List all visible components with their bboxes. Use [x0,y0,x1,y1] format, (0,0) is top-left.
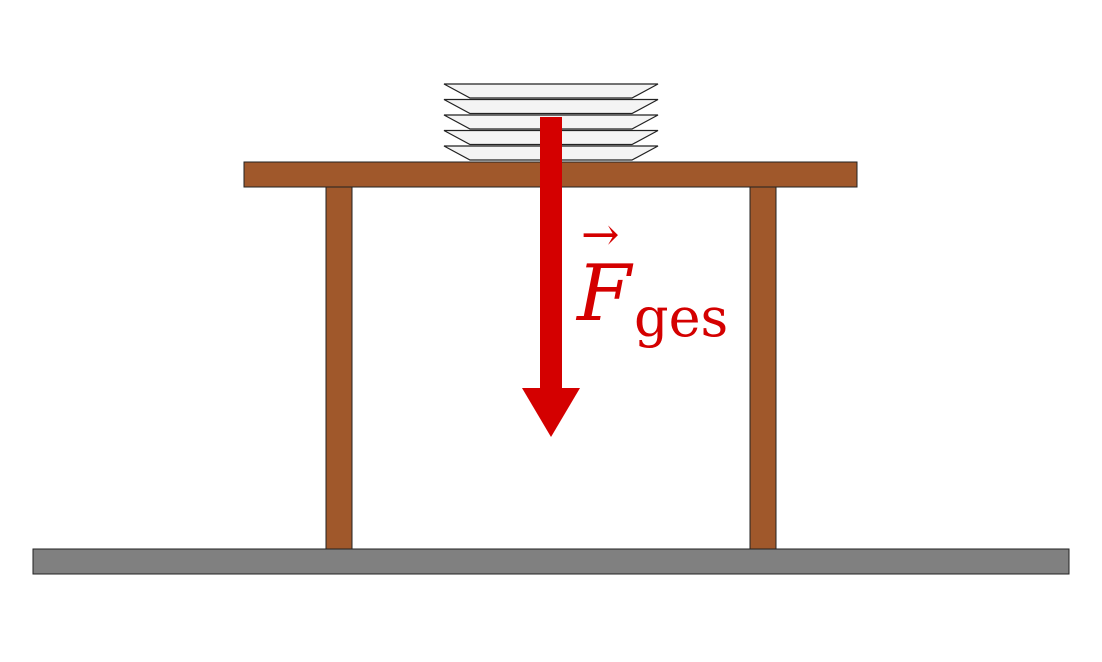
force-arrow [522,117,580,437]
force-arrow-head [522,388,580,437]
force-symbol: F [575,249,634,339]
force-arrow-shaft [540,117,562,392]
force-label: → F ges [575,207,728,349]
plate [443,98,659,115]
table-leg-left [325,185,353,550]
floor [32,548,1070,575]
force-subscript: ges [634,286,728,349]
force-vector-arrow: → [581,207,620,261]
table-leg-right [749,185,777,550]
plate [443,83,659,99]
plate-stack [443,83,659,161]
